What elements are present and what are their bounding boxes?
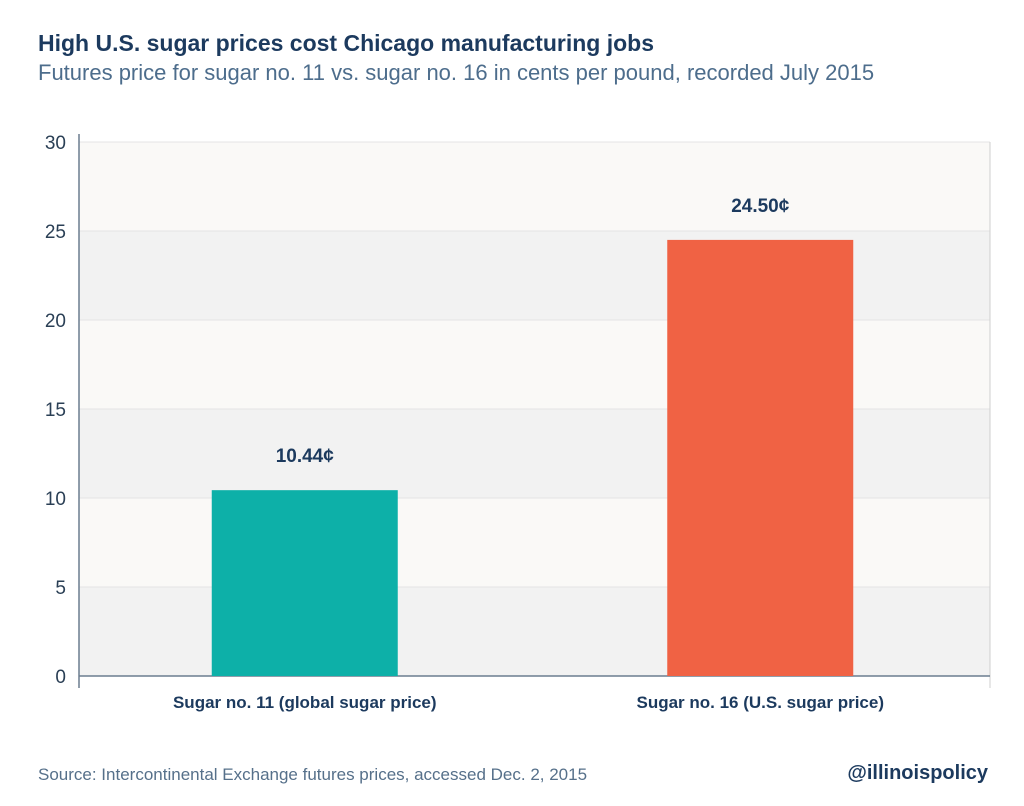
- y-tick-label: 20: [45, 311, 66, 332]
- chart-subtitle: Futures price for sugar no. 11 vs. sugar…: [38, 60, 875, 85]
- bar: [667, 239, 854, 676]
- y-tick-label: 25: [45, 222, 66, 243]
- y-tick-label: 0: [55, 667, 66, 688]
- source-note: Source: Intercontinental Exchange future…: [38, 765, 588, 784]
- data-label: 24.50¢: [731, 196, 790, 217]
- y-tick-label: 30: [45, 133, 66, 154]
- x-tick-label: Sugar no. 16 (U.S. sugar price): [636, 693, 884, 712]
- grid-band: [79, 231, 990, 320]
- grid-band: [79, 320, 990, 409]
- bar: [211, 490, 398, 676]
- y-tick-label: 10: [45, 489, 66, 510]
- data-label: 10.44¢: [276, 446, 335, 467]
- y-tick-label: 5: [55, 578, 66, 599]
- chart-title: High U.S. sugar prices cost Chicago manu…: [38, 30, 654, 56]
- x-tick-label: Sugar no. 11 (global sugar price): [173, 693, 437, 712]
- grid-band: [79, 142, 990, 231]
- grid-band: [79, 409, 990, 498]
- illinoispolicy-handle: @illinoispolicy: [847, 762, 988, 784]
- y-tick-label: 15: [45, 400, 66, 421]
